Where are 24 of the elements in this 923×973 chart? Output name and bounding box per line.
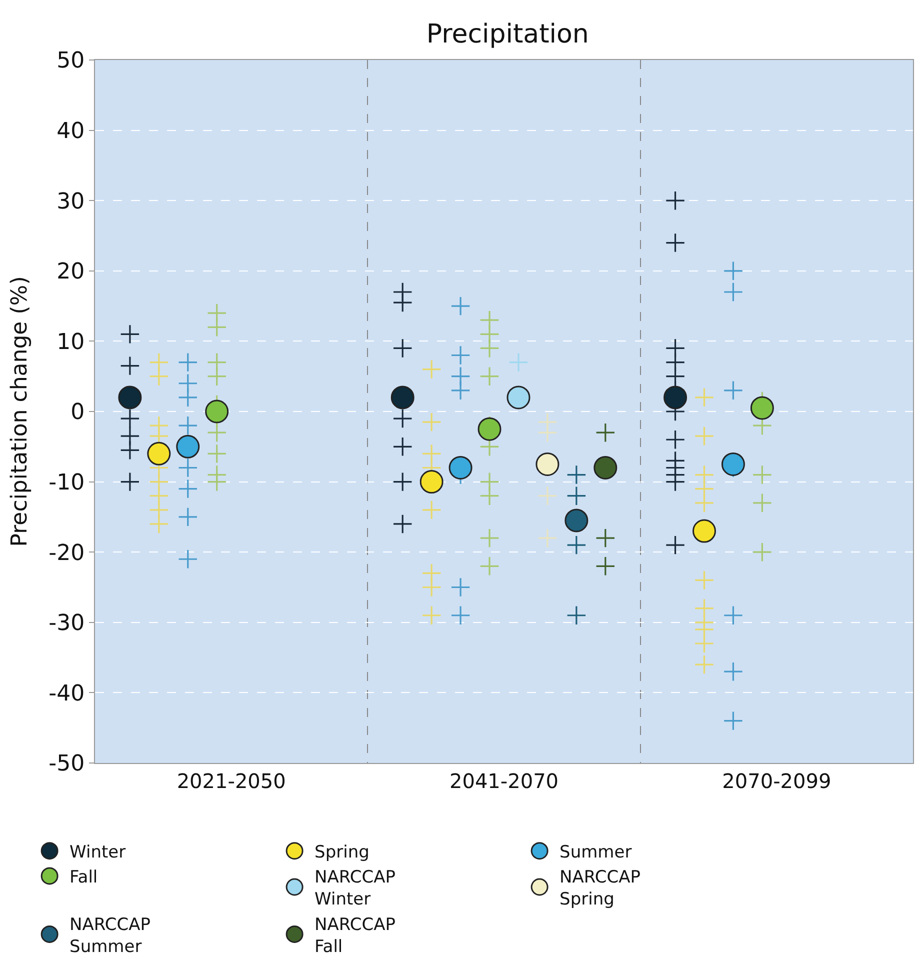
y-tick-label: -50 — [48, 752, 85, 777]
y-tick-label: 40 — [56, 119, 85, 144]
y-tick-label: -20 — [48, 540, 85, 566]
legend-label: NARCCAP Fall — [314, 914, 396, 957]
y-tick-label: -10 — [48, 470, 85, 496]
legend-label: Spring — [314, 842, 370, 862]
y-tick-label: 50 — [56, 48, 85, 74]
legend-label: NARCCAP Summer — [70, 914, 150, 957]
x-tick-label: 2041-2070 — [449, 769, 559, 793]
y-tick-label: -30 — [48, 611, 85, 636]
x-tick-label: 2070-2099 — [722, 769, 832, 793]
legend-label: NARCCAP Winter — [314, 868, 396, 910]
y-tick-label: 0 — [70, 400, 85, 426]
y-tick-label: 20 — [56, 260, 85, 285]
x-tick-label: 2021-2050 — [176, 769, 286, 793]
legend-label: Summer — [560, 842, 632, 862]
legend-label: Fall — [70, 868, 98, 888]
legend-label: Winter — [70, 842, 126, 862]
y-axis-title: Precipitation change (%) — [7, 276, 32, 547]
legend-label: NARCCAP Spring — [560, 868, 640, 910]
y-tick-label: -40 — [48, 681, 85, 706]
y-tick-label: 10 — [56, 330, 85, 355]
chart-title: Precipitation — [426, 20, 589, 50]
y-tick-label: 30 — [56, 189, 85, 214]
